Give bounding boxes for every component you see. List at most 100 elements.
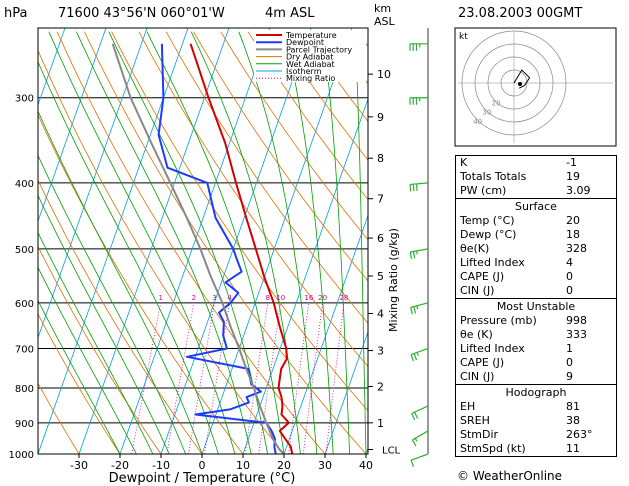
x-tick-label: 10 xyxy=(236,459,250,472)
isotherm-line xyxy=(242,97,368,454)
pressure-tick-label: 700 xyxy=(15,344,34,355)
index-row: Pressure (mb) 998 xyxy=(456,314,616,328)
index-label: StmSpd (kt) xyxy=(460,442,526,455)
mixing-ratio-line xyxy=(188,302,215,454)
mixing-ratio-label: 20 xyxy=(318,294,327,302)
elevation-info: 4m ASL xyxy=(265,6,315,21)
km-tick-label: 8 xyxy=(377,152,384,165)
isotherm-line xyxy=(78,28,230,454)
wind-barb-flag xyxy=(413,306,417,314)
isotherm-line xyxy=(38,28,107,223)
km-tick-label: 2 xyxy=(377,380,384,393)
km-tick-label: 3 xyxy=(377,345,384,358)
wet-adiabat-line xyxy=(146,31,285,454)
index-label: Totals Totals xyxy=(460,170,527,183)
dry-adiabat-line xyxy=(138,31,368,368)
pressure-tick-label: 500 xyxy=(15,245,34,256)
wind-barb-flag xyxy=(409,184,412,192)
km-unit-label: km xyxy=(374,2,392,15)
legend-background xyxy=(254,30,366,82)
wind-barb-staff xyxy=(410,453,429,461)
wind-barb-flag xyxy=(411,439,417,447)
index-label: K xyxy=(460,156,468,169)
dry-adiabat-line xyxy=(38,179,203,454)
dry-adiabat-line xyxy=(38,113,244,454)
wet-adiabat-line xyxy=(48,31,236,454)
index-label: Temp (°C) xyxy=(460,214,515,227)
index-label: CAPE (J) xyxy=(460,270,505,283)
wet-adiabat-line xyxy=(38,231,154,454)
wind-barb-staff xyxy=(412,430,429,441)
wet-adiabat-line xyxy=(38,299,121,454)
indices-table: K -1 Totals Totals 19 PW (cm) 3.09 Surface Te… xyxy=(455,155,617,457)
legend-label: Dewpoint xyxy=(286,38,324,47)
index-row: Lifted Index 1 xyxy=(456,342,616,356)
wind-barb-staff xyxy=(410,182,429,186)
hodograph-ring-label: 20 xyxy=(492,99,501,107)
dry-adiabat-line xyxy=(84,31,367,454)
temperature-line xyxy=(189,43,294,454)
dry-adiabat-line xyxy=(165,31,368,324)
dry-adiabat-line xyxy=(220,31,368,241)
hodograph-ring-label: 30 xyxy=(482,109,491,117)
index-value: 0 xyxy=(566,270,573,283)
mixing-ratio-label: 3 xyxy=(212,294,216,302)
index-value: 11 xyxy=(566,442,580,455)
isotherm-line xyxy=(283,214,368,454)
mixing-ratio-label: 28 xyxy=(339,294,348,302)
mixing-ratio-label: 8 xyxy=(266,294,270,302)
index-label: PW (cm) xyxy=(460,184,507,197)
index-row: Temp (°C) 20 xyxy=(456,214,616,228)
pressure-tick-label: 900 xyxy=(15,419,34,430)
plot-frame xyxy=(37,27,369,455)
wind-barb xyxy=(409,97,428,105)
wind-barb-flag xyxy=(414,411,419,419)
wind-barb-flag xyxy=(411,413,416,421)
wind-barb xyxy=(409,182,429,192)
index-label: Lifted Index xyxy=(460,342,525,355)
dry-adiabat-line xyxy=(38,382,80,454)
wind-barb xyxy=(411,430,429,447)
legend-label: Temperature xyxy=(285,31,337,40)
pressure-tick-label: 1000 xyxy=(9,450,34,461)
mixing-ratio-label: 1 xyxy=(158,294,162,302)
wet-adiabat-line xyxy=(354,31,367,454)
index-value: -1 xyxy=(566,156,577,169)
wind-barb xyxy=(410,347,429,362)
mixing-ratio-label: 4 xyxy=(227,294,232,302)
pressure-tick-label: 300 xyxy=(15,94,34,105)
index-value: 1 xyxy=(566,342,573,355)
wind-barb-half-flag xyxy=(416,305,419,310)
mixing-ratio-label: 16 xyxy=(304,294,313,302)
mixing-ratio-line xyxy=(204,302,230,454)
index-value: 20 xyxy=(566,214,580,227)
isotherm-line xyxy=(38,28,66,106)
index-row: SREH 38 xyxy=(456,414,616,428)
dry-adiabat-line xyxy=(56,31,326,454)
isotherm-line xyxy=(119,28,271,454)
index-label: CIN (J) xyxy=(460,370,495,383)
index-value: 3.09 xyxy=(566,184,591,197)
wind-barb xyxy=(409,43,428,51)
most-unstable-title: Most Unstable xyxy=(456,298,616,314)
mixing-ratio-axis-label: Mixing Ratio (g/kg) xyxy=(387,228,400,332)
mixing-ratio-label: 2 xyxy=(192,294,196,302)
dry-adiabat-line xyxy=(111,31,368,412)
wet-adiabat-line xyxy=(38,60,219,454)
x-tick-label: 40 xyxy=(359,459,373,472)
index-label: CIN (J) xyxy=(460,284,495,297)
index-row: Lifted Index 4 xyxy=(456,256,616,270)
copyright: © WeatherOnline xyxy=(457,469,563,483)
wind-barb-half-flag xyxy=(416,250,418,255)
index-label: θe(K) xyxy=(460,242,490,255)
datetime: 23.08.2003 00GMT xyxy=(458,6,583,21)
pressure-unit-label: hPa xyxy=(4,6,28,21)
dewpoint-line xyxy=(157,43,277,454)
index-value: 0 xyxy=(566,356,573,369)
wind-barb-half-flag xyxy=(414,438,418,442)
index-value: 328 xyxy=(566,242,587,255)
mixing-ratio-line xyxy=(258,302,282,454)
index-label: Lifted Index xyxy=(460,256,525,269)
wind-barb-flag xyxy=(413,353,418,361)
wet-adiabat-line xyxy=(190,31,301,454)
